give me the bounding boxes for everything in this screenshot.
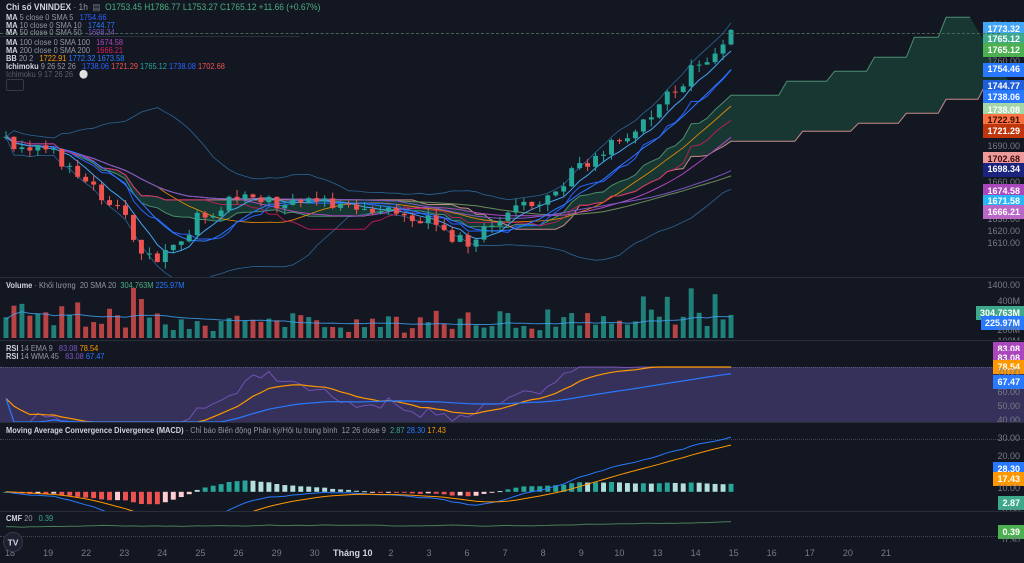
svg-text:TV: TV [8,538,19,548]
